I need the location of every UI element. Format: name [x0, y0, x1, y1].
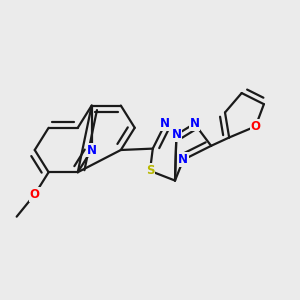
Text: N: N — [160, 117, 170, 130]
Text: N: N — [178, 153, 188, 166]
Text: N: N — [87, 143, 97, 157]
Text: O: O — [30, 188, 40, 201]
Text: O: O — [250, 120, 261, 133]
Text: S: S — [146, 164, 154, 177]
Text: N: N — [171, 128, 182, 141]
Text: N: N — [189, 117, 200, 130]
